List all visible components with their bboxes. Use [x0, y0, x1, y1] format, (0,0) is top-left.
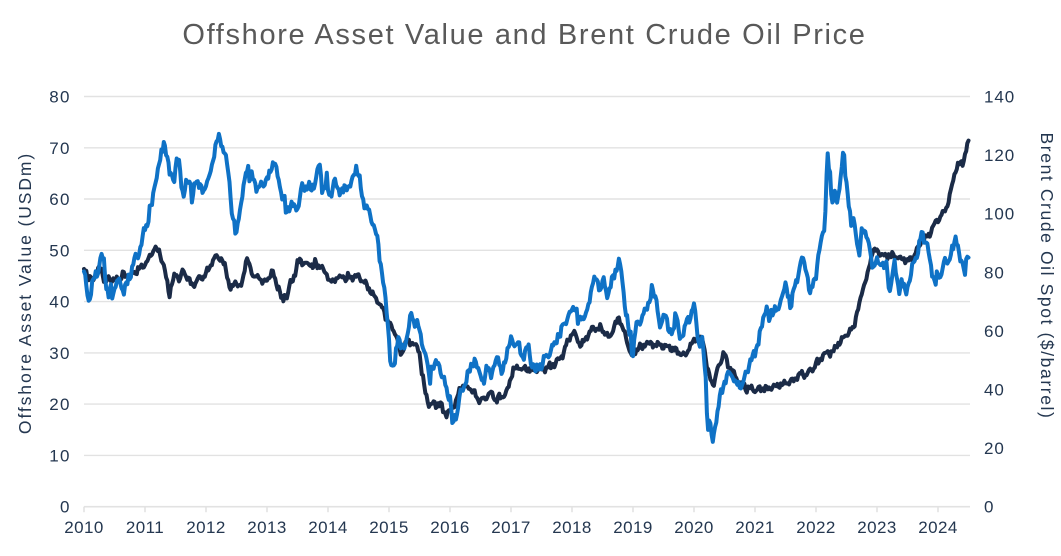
svg-text:Brent Crude Oil Spot ($/barrel: Brent Crude Oil Spot ($/barrel) — [1037, 133, 1057, 420]
svg-text:10: 10 — [49, 446, 71, 465]
svg-text:40: 40 — [984, 381, 1005, 400]
svg-text:80: 80 — [984, 263, 1005, 282]
svg-text:80: 80 — [49, 88, 71, 107]
svg-text:20: 20 — [984, 439, 1005, 458]
svg-text:20: 20 — [49, 395, 71, 414]
svg-text:100: 100 — [984, 205, 1015, 224]
svg-text:60: 60 — [49, 190, 71, 209]
svg-text:2019: 2019 — [613, 518, 652, 537]
svg-text:2012: 2012 — [186, 518, 225, 537]
svg-text:2014: 2014 — [308, 518, 347, 537]
svg-text:2022: 2022 — [796, 518, 835, 537]
svg-text:2018: 2018 — [552, 518, 591, 537]
svg-text:140: 140 — [984, 88, 1015, 107]
svg-text:2011: 2011 — [126, 518, 164, 537]
svg-text:40: 40 — [49, 293, 71, 312]
svg-text:2010: 2010 — [64, 518, 103, 537]
svg-text:2024: 2024 — [918, 518, 957, 537]
svg-text:2013: 2013 — [247, 518, 286, 537]
svg-text:120: 120 — [984, 146, 1015, 165]
svg-text:30: 30 — [49, 344, 71, 363]
svg-text:Offshore Asset Value (USDm): Offshore Asset Value (USDm) — [15, 152, 35, 434]
svg-text:0: 0 — [60, 498, 71, 517]
svg-text:50: 50 — [49, 241, 71, 260]
svg-text:2015: 2015 — [369, 518, 408, 537]
svg-text:2017: 2017 — [491, 518, 530, 537]
svg-text:2021: 2021 — [735, 518, 774, 537]
svg-text:2020: 2020 — [674, 518, 713, 537]
svg-text:Offshore Asset Value and Brent: Offshore Asset Value and Brent Crude Oil… — [182, 19, 866, 51]
svg-text:2023: 2023 — [857, 518, 896, 537]
svg-text:0: 0 — [984, 498, 994, 517]
svg-text:70: 70 — [49, 139, 71, 158]
svg-text:60: 60 — [984, 322, 1005, 341]
svg-text:2016: 2016 — [430, 518, 469, 537]
